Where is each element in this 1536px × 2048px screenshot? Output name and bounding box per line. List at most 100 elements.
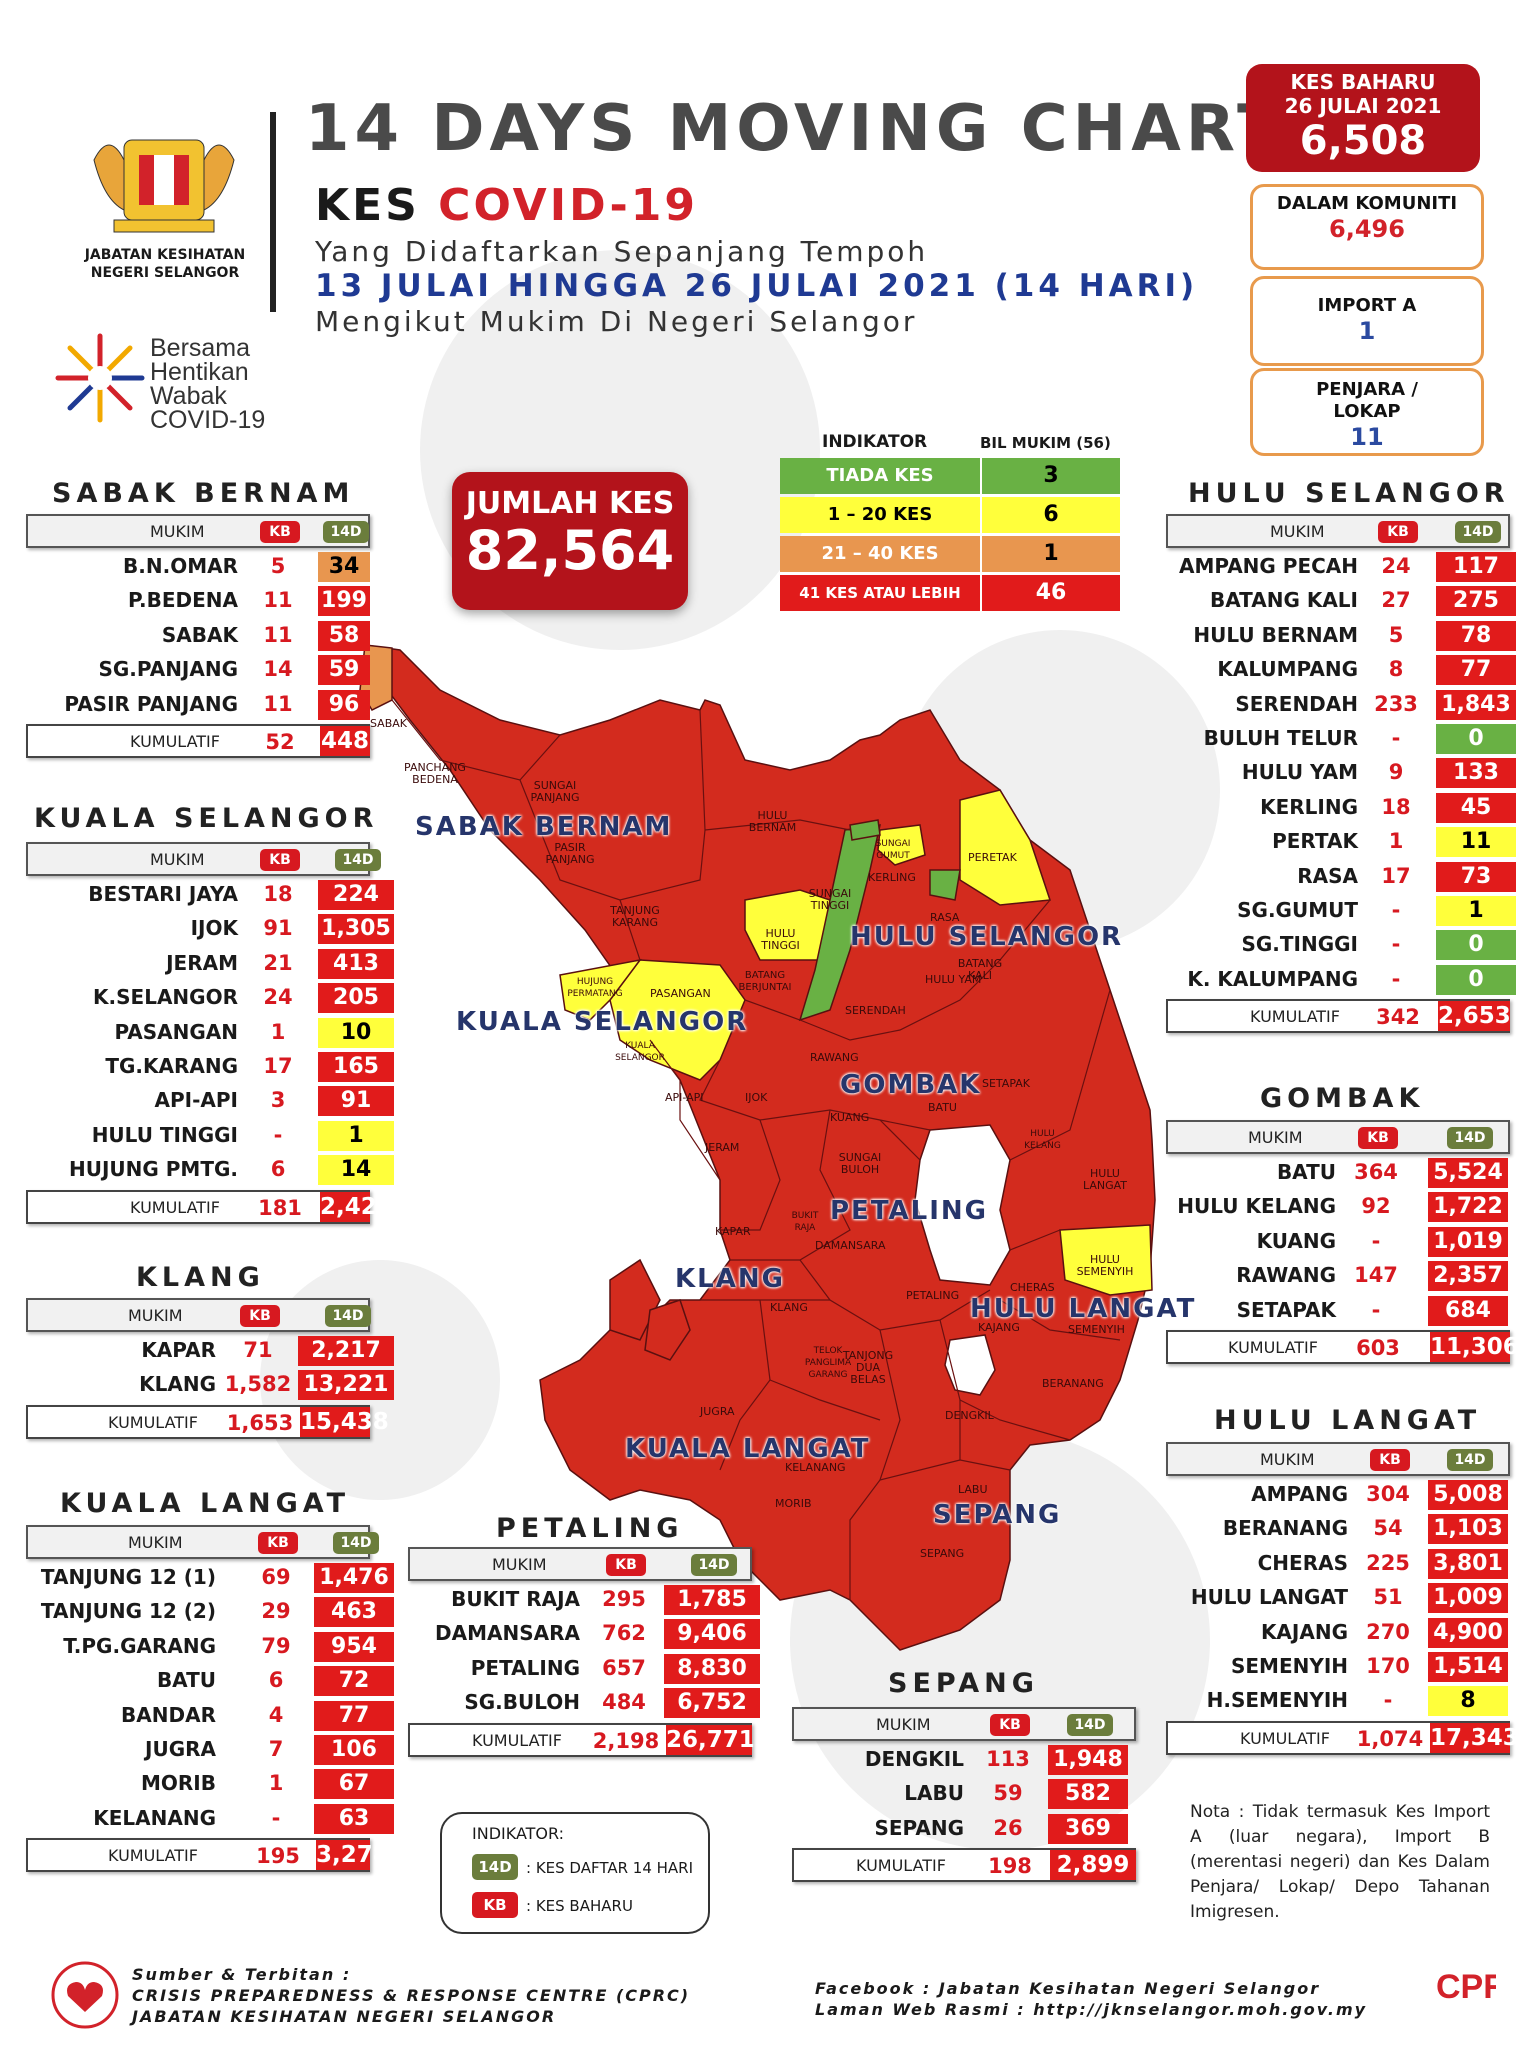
map-label: BATU: [928, 1101, 957, 1114]
table-row: BATANG KALI 27 275: [1166, 584, 1516, 618]
legend-label: 1 – 20 KES: [780, 497, 980, 533]
campaign-line: Wabak: [150, 382, 227, 410]
table-row: RAWANG 147 2,357: [1166, 1259, 1510, 1293]
legend2-title: INDIKATOR:: [472, 1824, 565, 1843]
table-row: SEMENYIH 170 1,514: [1166, 1650, 1510, 1684]
kumulatif-row: KUMULATIF 198 2,899: [792, 1848, 1136, 1883]
mukim-name: B.N.OMAR: [123, 554, 238, 578]
import-box: IMPORT A 1: [1250, 276, 1484, 366]
campaign-text: Bersama Hentikan Wabak COVID-19: [150, 336, 265, 433]
table-row: HULU KELANG 92 1,722: [1166, 1190, 1510, 1224]
penjara-label: PENJARA / LOKAP: [1316, 379, 1418, 422]
14d-value: 582: [1048, 1779, 1128, 1810]
header-14d-pill: 14D: [323, 521, 369, 543]
14d-value: 5,524: [1428, 1158, 1508, 1188]
table-row: SG.PANJANG 14 59: [26, 653, 370, 687]
mukim-name: SG.BULOH: [464, 1690, 580, 1715]
header-mukim: MUKIM: [492, 1555, 547, 1574]
14d-value: 205: [318, 983, 394, 1014]
legend2-14d-desc: : KES DAFTAR 14 HARI: [526, 1859, 694, 1877]
kb-value: 59: [993, 1781, 1023, 1806]
kb-value: -: [273, 1122, 283, 1147]
mukim-name: SABAK: [161, 622, 238, 647]
kumulatif-kb: 603: [1356, 1336, 1400, 1360]
mukim-name: AMPANG PECAH: [1178, 554, 1358, 578]
map-region-sungai-tinggi: [798, 824, 881, 1022]
mukim-name: BATANG KALI: [1209, 588, 1358, 613]
table-row: KUANG - 1,019: [1166, 1225, 1510, 1259]
district-title: HULU SELANGOR: [1188, 478, 1510, 509]
mukim-name: PASIR PANJANG: [64, 691, 238, 716]
kes-text: KES: [315, 180, 439, 231]
kb-value: 17: [1381, 863, 1411, 888]
table-row: SERENDAH 233 1,843: [1166, 688, 1516, 722]
kumulatif-label: KUMULATIF: [130, 1197, 220, 1217]
campaign-logo-icon: [55, 333, 145, 423]
kb-value: 24: [263, 985, 293, 1010]
table-row: TANJUNG 12 (2) 29 463: [26, 1595, 394, 1629]
mukim-name: TANJUNG 12 (1): [40, 1565, 216, 1589]
map-label: BATANG BERJUNTAI: [738, 970, 792, 993]
header-kb-pill: KB: [1370, 1449, 1410, 1471]
map-label: SETAPAK: [982, 1077, 1030, 1090]
14d-value: 0: [1436, 930, 1516, 961]
14d-value: 1,785: [664, 1585, 760, 1615]
header-14d-pill: 14D: [1447, 1449, 1493, 1471]
mukim-name: LABU: [904, 1781, 964, 1806]
cprc-logo-icon: CPR: [1436, 1968, 1496, 2006]
kb-value: 29: [261, 1599, 291, 1624]
kb-14d-legend: INDIKATOR: 14D : KES DAFTAR 14 HARI KB :…: [440, 1812, 710, 1934]
map-label: SERENDAH: [845, 1004, 906, 1017]
map-label: HULU LANGAT: [1082, 1167, 1128, 1192]
14d-value: 77: [314, 1700, 394, 1731]
14d-value: 8,830: [664, 1653, 760, 1684]
map-label: SUNGAI PANJANG: [530, 779, 580, 804]
mukim-name: DENGKIL: [864, 1747, 964, 1771]
14d-value: 3,801: [1428, 1548, 1508, 1579]
header-mukim: MUKIM: [128, 1533, 183, 1552]
footnote: Nota : Tidak termasuk Kes Import A (luar…: [1190, 1802, 1490, 1922]
map-label: KUANG: [830, 1111, 870, 1124]
kumulatif-label: KUMULATIF: [1240, 1728, 1330, 1748]
map-region-buluh-telur: [849, 819, 881, 841]
map-label: DENGKIL: [945, 1409, 994, 1422]
14d-value: 1,019: [1428, 1226, 1508, 1257]
kb-value: 24: [1381, 554, 1411, 578]
kumulatif-kb: 1,074: [1356, 1726, 1424, 1751]
table-row: HUJUNG PMTG. 6 14: [26, 1153, 394, 1187]
table-row: KLANG 1,582 13,221: [26, 1368, 394, 1402]
penjara-box: PENJARA / LOKAP 11: [1250, 368, 1484, 456]
header-14d-pill: 14D: [691, 1554, 737, 1576]
map-island: [644, 1299, 691, 1361]
kb-value: 304: [1366, 1482, 1410, 1506]
indicator-heading: INDIKATOR: [822, 432, 928, 452]
map-district-label: KUALA SELANGOR: [456, 1007, 749, 1037]
svg-text:CPR: CPR: [1436, 1968, 1496, 2006]
header-kb-pill: KB: [240, 1305, 280, 1327]
kumulatif-14d: 2,899: [1050, 1850, 1136, 1881]
mukim-name: KAJANG: [1260, 1619, 1348, 1644]
kumulatif-label: KUMULATIF: [1250, 1007, 1340, 1027]
map-label: SUNGAI BULOH: [838, 1151, 882, 1176]
mukim-name: TG.KARANG: [105, 1054, 238, 1078]
mukim-name: TANJUNG 12 (2): [40, 1599, 216, 1624]
14d-value: 275: [1436, 586, 1516, 617]
table-row: LABU 59 582: [792, 1777, 1136, 1811]
kumulatif-row: KUMULATIF 603 11,306: [1166, 1330, 1519, 1364]
table-row: BATU 6 72: [26, 1664, 394, 1698]
map-label: HULU YAM: [925, 973, 982, 986]
header-mukim: MUKIM: [1260, 1450, 1315, 1469]
map-label: CHERAS: [1010, 1281, 1055, 1294]
table-row: KELANANG - 63: [26, 1802, 394, 1836]
mukim-name: PERTAK: [1272, 829, 1358, 854]
table-row: T.PG.GARANG 79 954: [26, 1630, 394, 1664]
14d-value: 1,305: [318, 914, 394, 945]
mukim-name: AMPANG: [1251, 1482, 1348, 1506]
mukim-name: JUGRA: [145, 1737, 216, 1761]
kumulatif-kb: 2,198: [592, 1728, 660, 1753]
14d-value: 1,722: [1428, 1192, 1508, 1223]
footer-line: JABATAN KESIHATAN NEGERI SELANGOR: [132, 2007, 557, 2026]
legend-count: 46: [982, 575, 1120, 611]
map-label: RASA: [930, 911, 960, 924]
coat-of-arms-logo: [74, 120, 254, 240]
